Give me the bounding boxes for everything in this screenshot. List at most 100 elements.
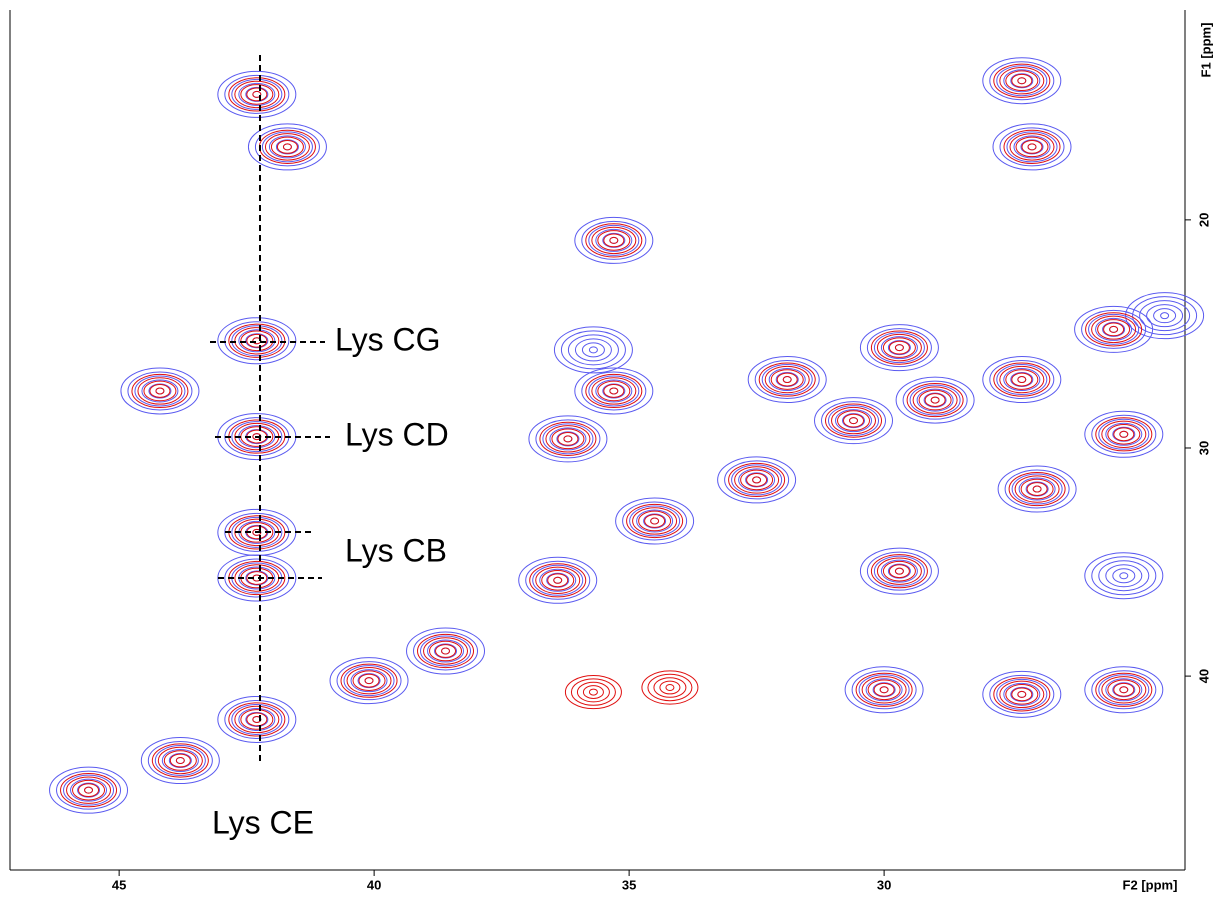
contour-level [888, 340, 910, 355]
contour-level [887, 563, 911, 579]
y-tick-label: 20 [1196, 213, 1211, 227]
contour-level [996, 65, 1048, 97]
contour-level [895, 376, 975, 424]
contour-level [1146, 304, 1184, 328]
contour-level [632, 507, 678, 535]
contour-level [542, 423, 594, 455]
contour-level [602, 232, 626, 248]
contour-level [134, 375, 186, 407]
contour-level [358, 673, 380, 688]
contour-level [1119, 430, 1129, 438]
contour-level [252, 90, 262, 98]
contour-level [842, 413, 866, 429]
contour-level [539, 421, 597, 456]
contour-level [364, 677, 374, 685]
contour-level [622, 501, 688, 541]
contour-level [647, 673, 693, 702]
contour-level [659, 680, 681, 695]
contour-level [588, 688, 598, 696]
contour-level [238, 707, 276, 731]
contour-level [240, 84, 274, 105]
contour-level [1160, 312, 1170, 320]
contour-level [665, 684, 675, 692]
contour-level [137, 377, 183, 405]
contour-level [529, 563, 587, 598]
contour-level [1025, 481, 1049, 497]
contour-level [357, 673, 381, 689]
contour-level [1107, 679, 1141, 701]
contour-level [140, 737, 220, 785]
contour-level [880, 336, 918, 360]
contour-level [343, 665, 395, 697]
contour-level [989, 360, 1055, 400]
contour-level [1105, 678, 1143, 702]
contour-level [525, 560, 591, 600]
contour-level [1015, 136, 1049, 158]
contour-level [245, 570, 269, 586]
contour-level [1084, 552, 1164, 600]
contour-level [1153, 308, 1177, 324]
contour-level [982, 356, 1062, 404]
contour-level [999, 680, 1045, 709]
contour-level [217, 317, 297, 365]
contour-level [282, 143, 292, 151]
x-axis-label: F2 [ppm] [1123, 877, 1178, 892]
contour-level [597, 230, 631, 251]
contour-level [888, 564, 910, 579]
contour-level [724, 460, 790, 500]
contour-level [169, 753, 191, 768]
contour-level [147, 741, 213, 781]
contour-level [1084, 666, 1164, 714]
contour-level [120, 367, 200, 415]
contour-level [163, 750, 197, 771]
contour-level [626, 503, 684, 539]
contour-level [1011, 372, 1033, 387]
contour-level [609, 387, 619, 395]
contour-level [570, 678, 616, 706]
contour-level [1010, 372, 1034, 388]
contour-level [754, 360, 820, 400]
contour-level [66, 776, 112, 804]
contour-level [1091, 670, 1157, 710]
contour-level [849, 417, 859, 425]
contour-level [245, 333, 269, 349]
contour-level [427, 639, 465, 663]
contour-level [240, 330, 274, 352]
x-tick-label: 40 [367, 877, 381, 892]
contour-level [247, 123, 327, 171]
contour-level [872, 682, 896, 698]
contour-level [1095, 317, 1133, 341]
contour-level [734, 466, 780, 494]
contour-level [1003, 368, 1041, 392]
contour-level [238, 82, 276, 106]
contour-level [866, 551, 932, 591]
contour-level [997, 465, 1077, 513]
contour-level [1009, 133, 1055, 161]
contour-level [1004, 469, 1070, 509]
contour-level [143, 380, 177, 402]
contour-level [746, 473, 768, 487]
contour-level [1032, 485, 1042, 493]
contour-level [175, 757, 185, 765]
contour-level [916, 388, 954, 412]
contour-level [835, 409, 873, 433]
contour-level [245, 711, 269, 727]
contour-level [758, 362, 816, 397]
contour-level [228, 77, 286, 112]
contour-level [217, 554, 297, 602]
contour-level [745, 472, 769, 488]
contour-level [246, 571, 268, 585]
contour-level [597, 380, 631, 402]
contour-level [1081, 309, 1147, 349]
contour-level [78, 783, 100, 798]
contour-level [770, 369, 804, 390]
contour-level [346, 666, 392, 695]
contour-level [238, 329, 276, 353]
contour-level [585, 223, 643, 258]
contour-level [731, 464, 783, 496]
contour-level [740, 469, 774, 491]
contour-level [909, 384, 961, 416]
contour-level [1008, 471, 1066, 507]
contour-level [876, 557, 922, 585]
